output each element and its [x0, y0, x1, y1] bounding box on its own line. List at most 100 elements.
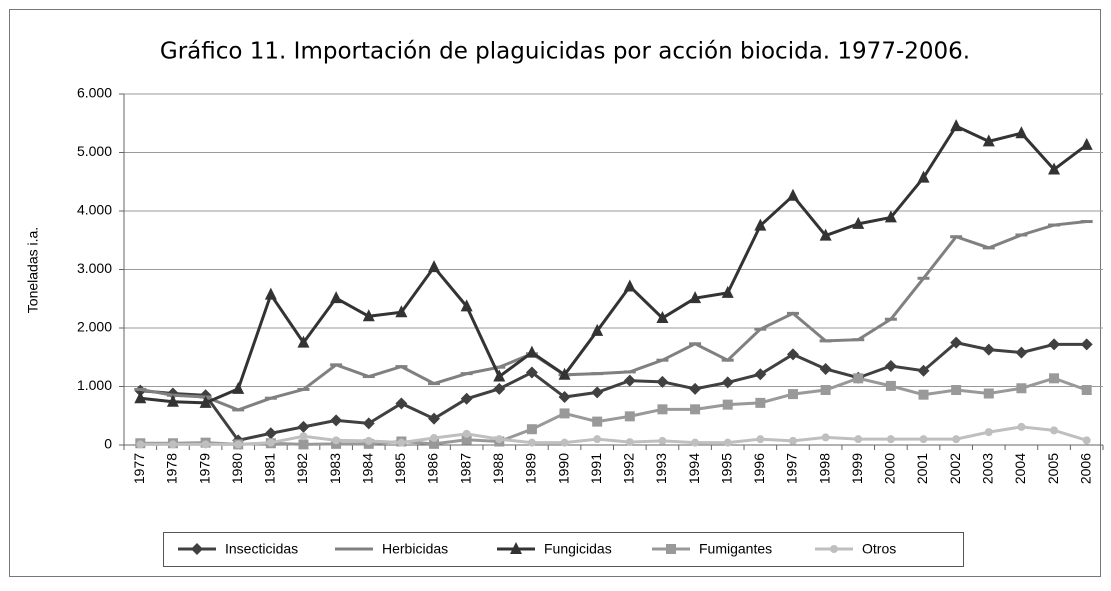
data-point	[950, 235, 963, 239]
data-point	[787, 389, 798, 400]
x-tick-label: 1995	[718, 453, 734, 484]
data-point	[558, 367, 571, 380]
data-point	[362, 417, 375, 430]
data-point	[525, 366, 538, 379]
x-tick-label: 1998	[816, 453, 832, 484]
x-tick-label: 2005	[1045, 453, 1061, 484]
data-point	[297, 420, 310, 433]
data-point	[819, 228, 832, 241]
y-tick-label: 0	[104, 436, 112, 452]
data-point	[1080, 338, 1093, 351]
y-tick-label: 1.000	[77, 377, 112, 393]
data-point	[884, 210, 897, 223]
data-point	[1015, 233, 1028, 237]
data-point	[134, 387, 147, 391]
data-point	[134, 391, 147, 404]
data-point	[1080, 137, 1093, 150]
data-point	[428, 412, 441, 425]
data-point	[1050, 426, 1059, 435]
data-point	[952, 435, 961, 444]
x-tick-label: 1990	[555, 453, 571, 484]
x-tick-label: 1981	[262, 453, 278, 484]
data-point	[429, 438, 440, 449]
legend-label: Herbicidas	[382, 541, 448, 557]
data-point	[690, 404, 701, 415]
data-point	[623, 374, 636, 387]
x-tick-label: 1986	[425, 453, 441, 484]
legend-marker	[191, 543, 203, 555]
data-point	[950, 336, 963, 349]
series-line	[140, 425, 1088, 446]
legend-label: Otros	[862, 541, 896, 557]
data-point	[917, 276, 930, 280]
data-point	[982, 134, 995, 147]
x-tick-label: 1983	[327, 453, 343, 484]
data-point	[232, 408, 245, 412]
data-point	[786, 311, 799, 315]
series-line	[140, 341, 1087, 442]
data-point	[199, 395, 212, 408]
data-point	[591, 386, 604, 399]
data-point	[297, 335, 310, 348]
data-point	[819, 339, 832, 343]
data-point	[264, 396, 277, 400]
y-tick-label: 5.000	[77, 143, 112, 159]
data-point	[656, 375, 669, 388]
data-point	[166, 394, 179, 407]
data-point	[721, 285, 734, 298]
data-point	[853, 373, 864, 384]
data-point	[136, 440, 145, 449]
data-point	[493, 365, 506, 369]
x-tick-label: 1982	[294, 453, 310, 484]
data-point	[723, 438, 732, 447]
data-point	[917, 364, 930, 377]
data-point	[1015, 346, 1028, 359]
data-point	[689, 382, 702, 395]
data-point	[461, 434, 472, 445]
y-tick-label: 3.000	[77, 260, 112, 276]
data-point	[623, 370, 636, 374]
chart-frame	[9, 9, 1101, 577]
data-point	[460, 392, 473, 405]
data-point	[558, 391, 571, 404]
data-point	[201, 440, 210, 449]
x-tick-label: 1994	[686, 453, 702, 484]
data-point	[786, 188, 799, 201]
data-point	[820, 385, 831, 396]
data-point	[691, 438, 700, 447]
data-point	[364, 436, 373, 445]
data-point	[428, 382, 441, 386]
data-point	[298, 439, 309, 450]
data-point	[430, 433, 439, 442]
data-point	[527, 438, 536, 447]
data-point	[1015, 126, 1028, 139]
data-point	[886, 435, 895, 444]
legend-marker	[348, 547, 360, 551]
x-tick-label: 1988	[490, 453, 506, 484]
data-point	[852, 338, 865, 342]
x-tick-label: 2001	[914, 453, 930, 484]
x-tick-label: 1984	[359, 453, 375, 484]
data-point	[885, 380, 896, 391]
data-point	[395, 397, 408, 410]
legend-label: Fungicidas	[544, 541, 612, 557]
data-point	[397, 438, 406, 447]
data-point	[525, 345, 538, 358]
data-point	[1048, 223, 1061, 227]
data-point	[821, 433, 830, 442]
y-tick-label: 6.000	[77, 85, 112, 101]
data-point	[721, 358, 734, 362]
data-point	[395, 365, 408, 369]
data-point	[330, 363, 343, 367]
legend-marker	[830, 545, 838, 553]
series-line	[140, 376, 1088, 446]
data-point	[266, 438, 275, 447]
data-point	[332, 436, 341, 445]
data-point	[884, 317, 897, 321]
data-point	[722, 399, 733, 410]
x-tick-label: 1977	[131, 453, 147, 484]
y-tick-label: 4.000	[77, 202, 112, 218]
legend-marker	[666, 544, 676, 554]
data-point	[591, 372, 604, 376]
